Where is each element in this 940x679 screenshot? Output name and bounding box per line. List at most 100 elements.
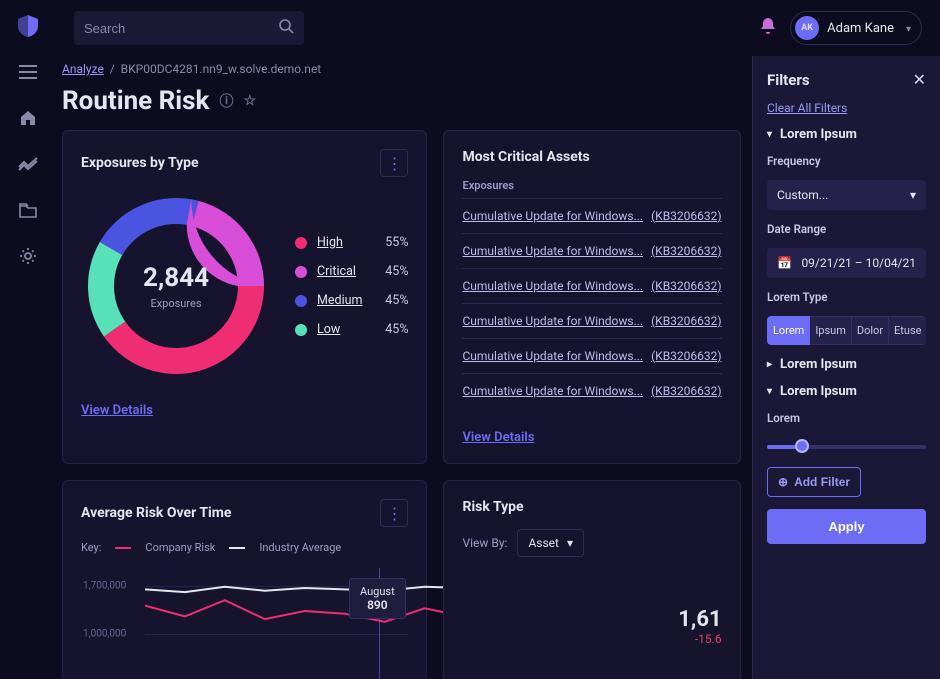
chevron-down-icon xyxy=(902,21,911,36)
daterange-input[interactable]: 📅 09/21/21 – 10/04/21 xyxy=(767,248,926,278)
breadcrumb-leaf: BKP00DC4281.nn9_w.solve.demo.net xyxy=(121,62,322,76)
clear-filters-link[interactable]: Clear All Filters xyxy=(767,101,926,115)
legend-label[interactable]: Medium xyxy=(317,293,362,308)
legend-label[interactable]: Critical xyxy=(317,264,362,279)
avatar: AK xyxy=(795,16,819,40)
filters-panel: Filters ✕ Clear All Filters Lorem Ipsum … xyxy=(752,56,940,679)
tooltip-value: 890 xyxy=(360,598,395,612)
filter-section-toggle[interactable]: Lorem Ipsum xyxy=(767,357,926,372)
asset-kb[interactable]: (KB3206632) xyxy=(651,314,722,328)
asset-kb[interactable]: (KB3206632) xyxy=(651,279,722,293)
breadcrumb: Analyze / BKP00DC4281.nn9_w.solve.demo.n… xyxy=(62,62,734,76)
segment-option[interactable]: Ipsum xyxy=(810,316,852,345)
legend-row: Low 45% xyxy=(295,322,408,337)
key-swatch xyxy=(115,547,131,549)
user-name: Adam Kane xyxy=(827,21,894,36)
view-details-link[interactable]: View Details xyxy=(81,403,153,418)
view-details-link[interactable]: View Details xyxy=(462,430,534,445)
view-by-select[interactable]: Asset ▾ xyxy=(517,529,584,557)
card-critical-assets: Most Critical Assets Exposures Cumulativ… xyxy=(443,130,740,464)
legend-swatch xyxy=(295,237,307,249)
table-header: Exposures xyxy=(462,179,721,198)
close-icon[interactable]: ✕ xyxy=(913,70,926,89)
nav-rail xyxy=(0,0,56,679)
frequency-label: Frequency xyxy=(767,154,926,168)
asset-row[interactable]: Cumulative Update for Windows... (KB32066… xyxy=(462,233,721,268)
filter-section-toggle[interactable]: Lorem Ipsum xyxy=(767,384,926,399)
apply-button[interactable]: Apply xyxy=(767,509,926,544)
asset-kb[interactable]: (KB3206632) xyxy=(651,349,722,363)
legend-swatch xyxy=(295,324,307,336)
asset-name[interactable]: Cumulative Update for Windows... xyxy=(462,349,643,363)
y-tick: 1,000,000 xyxy=(83,629,126,640)
topbar: AK Adam Kane xyxy=(56,0,940,56)
asset-kb[interactable]: (KB3206632) xyxy=(651,384,722,398)
legend-label[interactable]: High xyxy=(317,235,362,250)
key-label: Key: xyxy=(81,541,101,554)
card-risk-type: Risk Type View By: Asset ▾ 1,61 -15.6 xyxy=(443,480,740,679)
legend-row: Critical 45% xyxy=(295,264,408,279)
daterange-value: 09/21/21 – 10/04/21 xyxy=(801,256,916,270)
card-menu-button[interactable]: ⋮ xyxy=(380,149,408,177)
line-chart: 1,700,000 1,000,000 August 890 xyxy=(89,568,408,679)
card-exposures-title: Exposures by Type xyxy=(81,155,199,171)
asset-row[interactable]: Cumulative Update for Windows... (KB32066… xyxy=(462,373,721,408)
tooltip-x: August xyxy=(360,585,395,598)
chart-key: Key: Company Risk Industry Average xyxy=(81,541,408,554)
asset-row[interactable]: Cumulative Update for Windows... (KB32066… xyxy=(462,338,721,373)
asset-name[interactable]: Cumulative Update for Windows... xyxy=(462,209,643,223)
card-critical-title: Most Critical Assets xyxy=(462,149,589,165)
card-menu-button[interactable]: ⋮ xyxy=(380,499,408,527)
asset-name[interactable]: Cumulative Update for Windows... xyxy=(462,279,643,293)
view-by-label: View By: xyxy=(462,536,507,550)
key-swatch xyxy=(229,547,245,549)
card-exposures: Exposures by Type ⋮ 2,844 Exposures xyxy=(62,130,427,464)
segment-option[interactable]: Lorem xyxy=(767,316,810,345)
segment-option[interactable]: Etuse xyxy=(889,316,926,345)
slider-thumb[interactable] xyxy=(795,439,809,453)
legend-pct: 55% xyxy=(372,235,408,250)
asset-row[interactable]: Cumulative Update for Windows... (KB32066… xyxy=(462,303,721,338)
gear-icon[interactable] xyxy=(18,246,38,266)
chevron-down-icon: ▾ xyxy=(567,536,573,550)
add-filter-button[interactable]: ⊕ Add Filter xyxy=(767,467,861,497)
asset-list: Cumulative Update for Windows... (KB32066… xyxy=(462,198,721,408)
trend-icon[interactable] xyxy=(18,154,38,174)
search-box[interactable] xyxy=(74,11,304,45)
segment-option[interactable]: Dolor xyxy=(852,316,889,345)
notifications-icon[interactable] xyxy=(760,17,776,39)
home-icon[interactable] xyxy=(18,108,38,128)
page-title: Routine Risk ⓘ ☆ xyxy=(62,86,734,116)
user-menu[interactable]: AK Adam Kane xyxy=(790,11,922,45)
daterange-label: Date Range xyxy=(767,222,926,236)
info-icon[interactable]: ⓘ xyxy=(219,91,233,111)
search-input[interactable] xyxy=(84,21,279,36)
asset-row[interactable]: Cumulative Update for Windows... (KB32066… xyxy=(462,268,721,303)
breadcrumb-root[interactable]: Analyze xyxy=(62,62,104,76)
frequency-select[interactable]: Custom... ▾ xyxy=(767,180,926,210)
asset-kb[interactable]: (KB3206632) xyxy=(651,244,722,258)
menu-icon[interactable] xyxy=(18,62,38,82)
card-risk-time-title: Average Risk Over Time xyxy=(81,505,231,521)
search-icon xyxy=(279,19,294,38)
donut-total: 2,844 xyxy=(143,263,209,293)
calendar-icon: 📅 xyxy=(777,256,792,270)
filter-section-toggle[interactable]: Lorem Ipsum xyxy=(767,127,926,142)
legend-pct: 45% xyxy=(372,293,408,308)
asset-row[interactable]: Cumulative Update for Windows... (KB32066… xyxy=(462,198,721,233)
star-icon[interactable]: ☆ xyxy=(243,93,256,109)
asset-name[interactable]: Cumulative Update for Windows... xyxy=(462,384,643,398)
asset-name[interactable]: Cumulative Update for Windows... xyxy=(462,314,643,328)
type-segmented: LoremIpsumDolorEtuse xyxy=(767,316,926,345)
asset-kb[interactable]: (KB3206632) xyxy=(651,209,722,223)
card-risk-type-title: Risk Type xyxy=(462,499,523,515)
folder-icon[interactable] xyxy=(18,200,38,220)
asset-name[interactable]: Cumulative Update for Windows... xyxy=(462,244,643,258)
frequency-value: Custom... xyxy=(777,188,828,202)
donut-chart: 2,844 Exposures xyxy=(81,191,271,381)
slider[interactable] xyxy=(767,437,926,455)
legend-pct: 45% xyxy=(372,264,408,279)
legend-label[interactable]: Low xyxy=(317,322,362,337)
stat-value: 1,61 xyxy=(462,607,721,632)
legend-pct: 45% xyxy=(372,322,408,337)
